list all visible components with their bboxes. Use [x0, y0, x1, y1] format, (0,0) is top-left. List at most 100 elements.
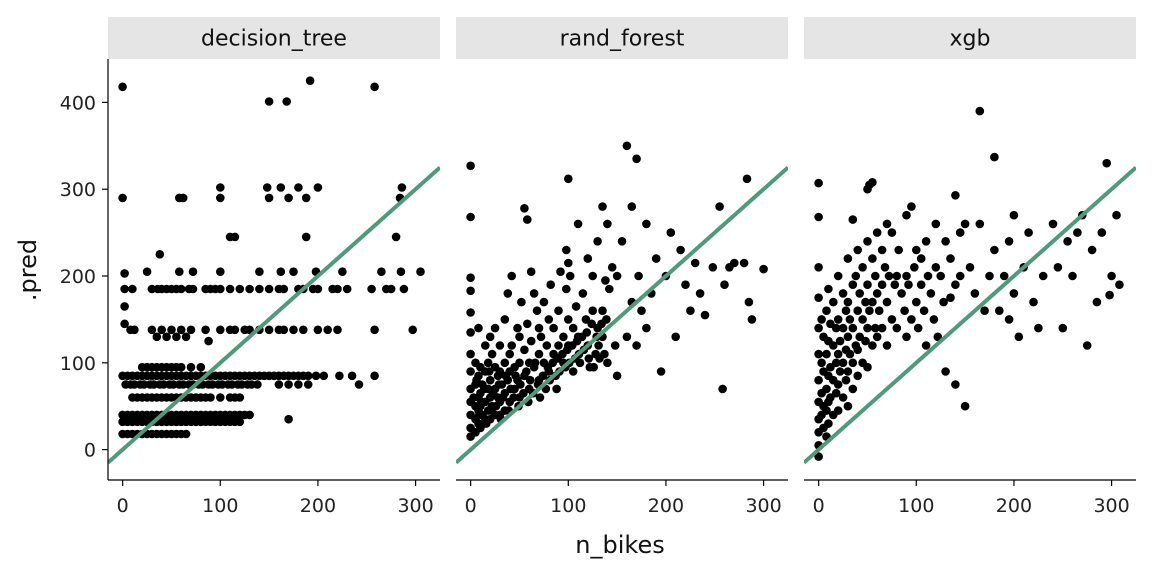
data-point — [990, 245, 999, 255]
data-point — [598, 202, 607, 211]
data-point — [863, 362, 872, 372]
x-tick-label: 0 — [813, 495, 825, 517]
data-point — [276, 183, 286, 192]
data-point — [335, 371, 344, 381]
data-point — [500, 315, 510, 324]
data-point — [848, 384, 858, 394]
facet-panel-xgb: xgb 0 100 200 300 — [804, 17, 1136, 517]
data-point — [902, 332, 911, 342]
data-point — [831, 358, 841, 368]
data-point — [985, 271, 994, 281]
data-point — [282, 97, 292, 106]
data-point — [147, 284, 157, 294]
data-point — [910, 263, 919, 272]
data-point — [583, 254, 593, 263]
data-point — [838, 323, 848, 333]
data-point — [532, 306, 542, 316]
data-point — [718, 384, 727, 394]
x-tick-label: 200 — [648, 495, 684, 517]
data-point — [824, 419, 833, 428]
data-point — [338, 267, 347, 277]
data-point — [892, 323, 902, 333]
data-point — [941, 367, 950, 376]
data-point — [181, 332, 191, 342]
data-point — [301, 232, 311, 242]
reference-line — [108, 166, 440, 465]
data-point — [230, 232, 240, 242]
data-point — [319, 371, 329, 381]
x-tick-label: 100 — [898, 495, 934, 517]
data-point — [865, 306, 874, 316]
facet-panel-rand_forest: rand_forest 0 100 200 300 — [456, 17, 788, 517]
data-point — [487, 349, 497, 359]
data-point — [474, 323, 483, 333]
data-point — [523, 215, 532, 224]
y-tick-label: 400 — [60, 92, 96, 114]
data-point — [120, 269, 129, 278]
reference-line — [804, 166, 1136, 465]
data-point — [843, 367, 853, 376]
data-point — [814, 178, 823, 188]
data-point — [523, 319, 532, 329]
data-point — [299, 325, 308, 335]
data-point — [186, 325, 196, 335]
data-point — [965, 263, 975, 272]
data-point — [482, 419, 491, 428]
data-point — [610, 341, 620, 350]
data-point — [946, 293, 955, 303]
data-point — [519, 388, 528, 398]
data-point — [516, 380, 525, 389]
data-point — [939, 297, 948, 307]
data-point — [501, 371, 511, 381]
data-point — [255, 267, 264, 277]
data-point — [936, 271, 945, 281]
data-point — [681, 280, 690, 290]
data-point — [507, 341, 516, 350]
data-point — [617, 237, 627, 246]
data-point — [871, 323, 880, 333]
data-point — [476, 423, 485, 433]
data-point — [877, 323, 887, 333]
data-point — [303, 371, 313, 381]
data-point — [817, 358, 826, 368]
data-point — [534, 349, 544, 359]
data-point — [284, 414, 293, 424]
facet-strip-label: xgb — [950, 27, 991, 52]
data-point — [843, 254, 853, 263]
data-point — [851, 271, 861, 281]
data-point — [162, 332, 171, 342]
data-point — [564, 315, 573, 324]
data-point — [562, 284, 571, 294]
data-point — [882, 219, 892, 229]
data-point — [466, 212, 475, 222]
data-point — [149, 380, 159, 389]
data-point — [975, 219, 985, 229]
x-tick-label: 0 — [117, 495, 129, 517]
facet-strip — [804, 17, 1136, 59]
data-point — [301, 193, 311, 203]
data-point — [370, 325, 379, 335]
data-point — [130, 325, 139, 335]
data-point — [247, 380, 256, 389]
data-point — [926, 289, 936, 298]
x-tick-label: 200 — [996, 495, 1032, 517]
data-point — [1053, 263, 1063, 272]
data-point — [536, 332, 546, 342]
data-point — [289, 325, 298, 335]
data-point — [176, 362, 186, 372]
data-point — [916, 280, 926, 290]
data-point — [152, 332, 162, 342]
data-point — [877, 280, 887, 290]
data-point — [505, 349, 514, 359]
data-point — [399, 284, 409, 294]
data-point — [477, 397, 486, 407]
data-point — [264, 193, 274, 203]
data-point — [1087, 245, 1097, 255]
data-point — [634, 271, 643, 281]
data-point — [814, 452, 823, 461]
data-point — [370, 82, 379, 92]
data-point — [593, 237, 602, 246]
data-point — [204, 336, 213, 346]
data-point — [739, 258, 749, 268]
